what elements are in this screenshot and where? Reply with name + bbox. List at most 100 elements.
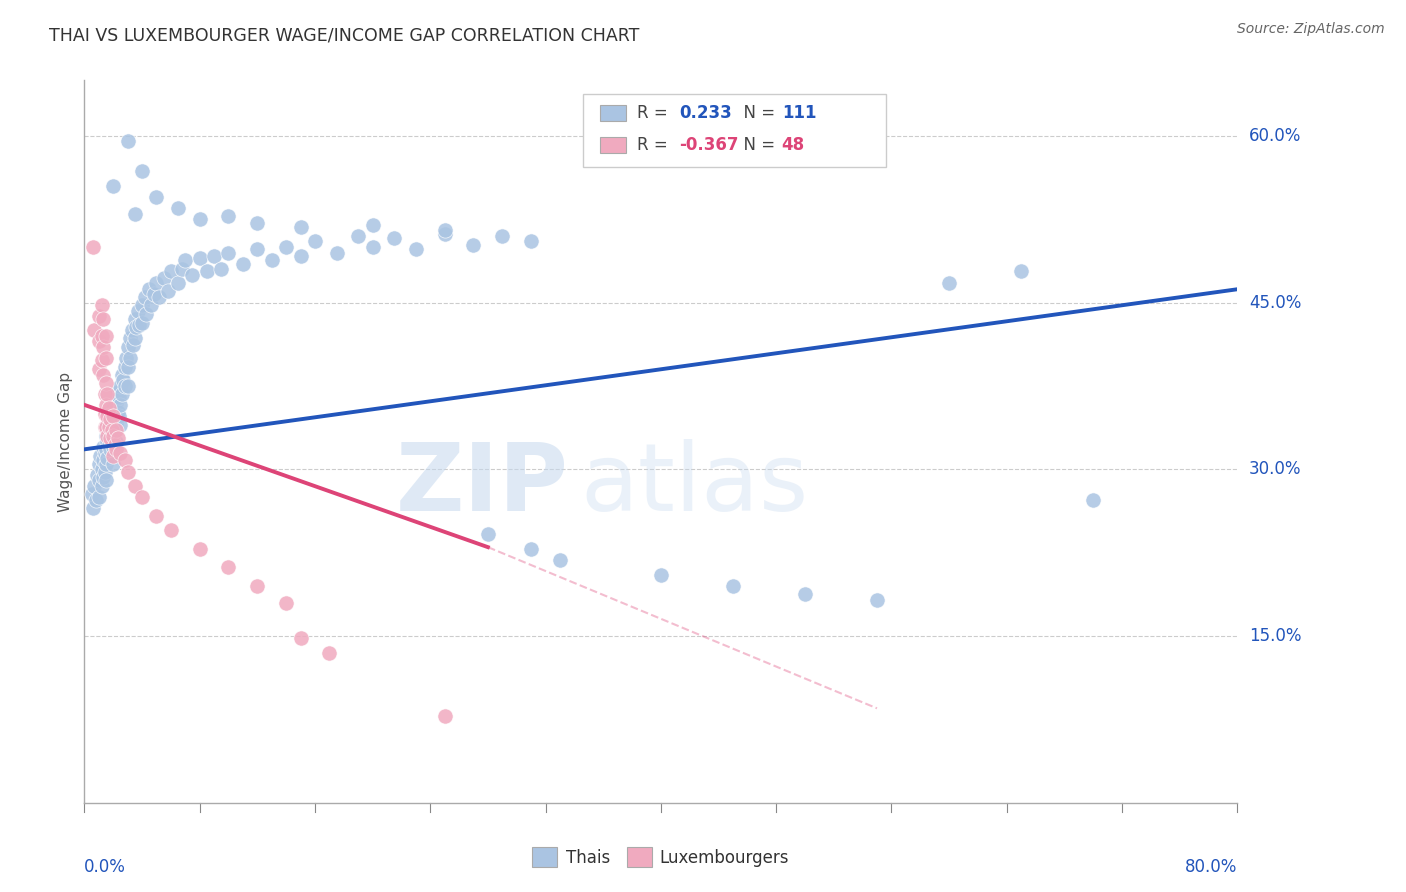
Point	[96, 429, 118, 443]
Point	[361, 240, 384, 254]
Point	[167, 201, 190, 215]
Point	[93, 420, 115, 434]
Point	[83, 323, 105, 337]
Point	[89, 449, 111, 463]
Point	[94, 457, 117, 471]
Point	[91, 312, 114, 326]
Point	[188, 212, 211, 227]
Point	[121, 323, 143, 337]
Point	[83, 479, 105, 493]
Point	[124, 207, 146, 221]
Point	[93, 386, 115, 401]
Point	[145, 276, 167, 290]
Point	[145, 508, 167, 523]
Point	[97, 401, 120, 416]
Point	[131, 316, 153, 330]
Point	[112, 373, 135, 387]
Point	[80, 487, 103, 501]
Point	[128, 318, 150, 332]
Point	[152, 271, 174, 285]
Point	[138, 282, 160, 296]
Point	[142, 286, 165, 301]
Point	[127, 304, 149, 318]
Point	[124, 312, 146, 326]
Point	[91, 368, 114, 382]
Point	[124, 331, 146, 345]
Point	[91, 470, 114, 484]
Text: -0.367: -0.367	[679, 136, 738, 154]
Point	[156, 285, 179, 299]
Point	[98, 431, 121, 445]
Point	[86, 467, 108, 482]
Point	[139, 298, 162, 312]
Point	[114, 453, 136, 467]
Point	[115, 351, 138, 366]
Point	[97, 420, 120, 434]
Point	[93, 465, 115, 479]
Point	[90, 462, 112, 476]
Point	[91, 440, 114, 454]
Point	[100, 424, 122, 438]
Point	[361, 218, 384, 232]
Point	[174, 253, 197, 268]
Point	[232, 257, 254, 271]
Point	[218, 245, 240, 260]
Point	[122, 338, 145, 352]
Text: R =: R =	[637, 136, 673, 154]
Point	[87, 362, 110, 376]
Point	[135, 307, 157, 321]
Point	[107, 431, 129, 445]
Point	[105, 416, 128, 430]
Point	[290, 249, 312, 263]
Point	[120, 331, 142, 345]
Point	[103, 449, 124, 463]
Point	[104, 438, 127, 452]
Point	[94, 351, 117, 366]
Point	[276, 240, 298, 254]
Point	[110, 417, 132, 432]
Point	[105, 395, 128, 409]
Point	[290, 632, 312, 646]
Point	[93, 445, 115, 459]
Point	[90, 479, 112, 493]
Point	[103, 440, 124, 454]
Point	[107, 404, 129, 418]
Point	[94, 376, 117, 390]
Point	[93, 407, 115, 421]
Point	[405, 242, 427, 256]
Point	[94, 474, 117, 488]
Point	[463, 237, 485, 252]
Point	[195, 264, 218, 278]
Point	[96, 409, 118, 423]
Text: Source: ZipAtlas.com: Source: ZipAtlas.com	[1237, 22, 1385, 37]
Point	[276, 596, 298, 610]
Text: 80.0%: 80.0%	[1185, 858, 1237, 876]
Point	[167, 276, 190, 290]
Point	[87, 474, 110, 488]
Point	[938, 276, 960, 290]
Text: 15.0%: 15.0%	[1249, 627, 1302, 645]
Point	[87, 457, 110, 471]
Point	[110, 379, 132, 393]
Text: atlas: atlas	[581, 439, 808, 531]
Point	[1010, 264, 1032, 278]
Point	[382, 231, 405, 245]
Point	[218, 209, 240, 223]
Text: THAI VS LUXEMBOURGER WAGE/INCOME GAP CORRELATION CHART: THAI VS LUXEMBOURGER WAGE/INCOME GAP COR…	[49, 27, 640, 45]
Point	[209, 262, 232, 277]
Point	[91, 453, 114, 467]
Point	[131, 298, 153, 312]
Point	[98, 412, 121, 426]
Point	[117, 340, 139, 354]
Point	[218, 560, 240, 574]
Point	[105, 434, 128, 449]
Point	[246, 216, 269, 230]
Point	[188, 251, 211, 265]
Point	[290, 219, 312, 234]
Point	[103, 409, 124, 423]
Point	[107, 384, 129, 399]
Point	[103, 401, 124, 416]
Point	[94, 398, 117, 412]
Point	[260, 253, 283, 268]
Point	[105, 424, 128, 438]
